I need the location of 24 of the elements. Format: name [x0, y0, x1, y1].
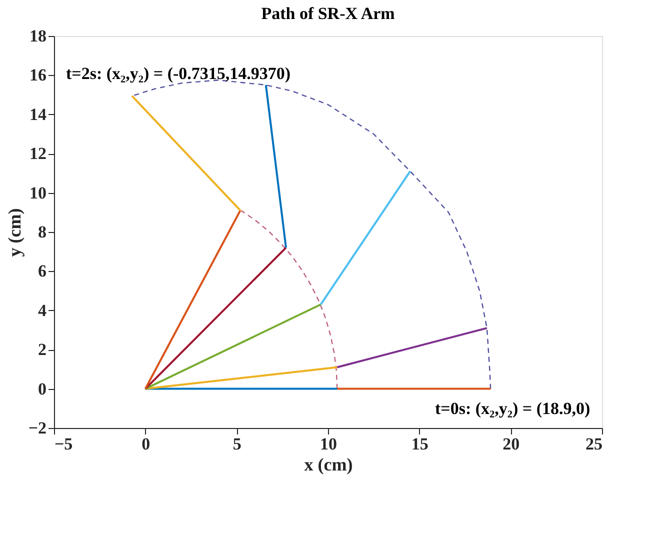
- y-tick-label: 12: [30, 144, 46, 164]
- y-axis-title: y (cm): [4, 208, 24, 257]
- x-axis-title: x (cm): [304, 454, 353, 474]
- y-tick-label: 6: [38, 262, 46, 281]
- line-series: [240, 210, 338, 390]
- y-tick-label: −2: [28, 418, 46, 438]
- y-tick-label: 8: [38, 222, 46, 242]
- chart-title: Path of SR-X Arm: [261, 4, 395, 23]
- x-tick-label: 15: [411, 434, 428, 454]
- x-tick-label: 0: [142, 434, 150, 454]
- y-tick-label: 2: [38, 340, 46, 360]
- annotation: t=0s: (x₂,y₂) = (18.9,0): [434, 398, 590, 418]
- y-tick-label: 16: [30, 66, 46, 85]
- y-tick-label: 18: [30, 26, 46, 46]
- x-tick-label: 20: [502, 434, 520, 454]
- y-tick-label: 10: [30, 183, 46, 202]
- annotation: t=2s: (x₂,y₂) = (-0.7315,14.9370): [66, 64, 291, 83]
- y-tick-label: 0: [38, 379, 46, 398]
- y-tick-label: 14: [30, 104, 47, 124]
- x-tick-label: −5: [54, 434, 73, 454]
- x-tick-label: 25: [586, 434, 602, 454]
- y-tick-label: 4: [38, 300, 47, 320]
- x-tick-label: 10: [320, 434, 337, 454]
- x-tick-label: 5: [232, 434, 242, 454]
